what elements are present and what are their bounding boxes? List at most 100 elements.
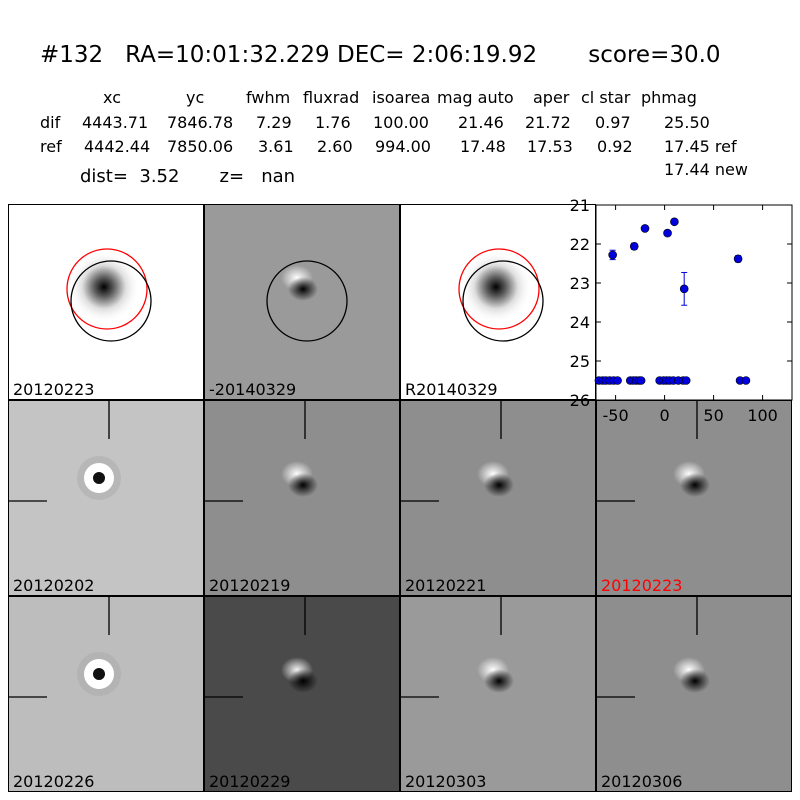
dipole-negative: [288, 277, 318, 301]
data-point: [608, 250, 617, 260]
col-header-mag-auto: mag auto: [437, 88, 514, 107]
detection-circle: [462, 260, 544, 342]
stamp-date-label: 20120229: [209, 772, 291, 791]
stamp-date-label: -20140329: [209, 380, 297, 399]
col-header-fwhm: fwhm: [246, 88, 291, 107]
row-label-dif: dif: [40, 113, 61, 132]
stamp-date-label: R20140329: [405, 380, 498, 399]
data-point: [733, 254, 743, 264]
dif-phmag: 25.50: [664, 113, 710, 132]
dif-xc: 4443.71: [82, 113, 149, 132]
stamp-panel: 20120202: [8, 400, 204, 596]
stamp-panel: 20120219: [204, 400, 400, 596]
ref-fluxrad: 2.60: [317, 137, 353, 156]
stamp-image: [401, 597, 514, 698]
ref-cl-star: 0.92: [597, 137, 633, 156]
stamp-panel: 20120303: [400, 596, 596, 792]
col-header-phmag: phmag: [641, 88, 697, 107]
stamp-date-label: 20120223: [13, 380, 95, 399]
stamp-date-label: 20120303: [405, 772, 487, 791]
y-tick-label: 25: [570, 352, 590, 371]
dif-cl-star: 0.97: [595, 113, 631, 132]
stamp-image: [597, 401, 710, 502]
data-point: [613, 376, 622, 385]
light-curve-chart: 21 22 23 24 25 26 -50 0 50 100: [570, 196, 793, 425]
dif-isoarea: 100.00: [373, 113, 429, 132]
stamp-image: [66, 248, 152, 342]
stamp-date-label: 20120202: [13, 576, 95, 595]
dif-yc: 7846.78: [167, 113, 234, 132]
row-label-ref: ref: [40, 137, 62, 156]
detection-circle: [70, 260, 152, 342]
ref-fwhm: 3.61: [258, 137, 294, 156]
dist-z-line: dist= 3.52 z= nan: [80, 166, 296, 187]
data-point: [679, 284, 689, 294]
x-tick-label: 100: [747, 406, 778, 425]
stamp-image: [205, 597, 318, 698]
x-tick-label: 50: [703, 406, 723, 425]
stamp-image: [597, 597, 710, 698]
stamp-panel: 20120223: [8, 204, 204, 400]
stamp-date-label: 20120221: [405, 576, 487, 595]
stamp-date-label: 20120226: [13, 772, 95, 791]
dipole-negative: [484, 473, 514, 497]
x-tick-label: -50: [603, 406, 629, 425]
ref-yc: 7850.06: [167, 137, 234, 156]
dif-mag-auto: 21.46: [458, 113, 504, 132]
page-title: #132 RA=10:01:32.229 DEC= 2:06:19.92 sco…: [40, 42, 721, 68]
ref-isoarea: 994.00: [375, 137, 431, 156]
data-point: [663, 228, 672, 238]
ref-xc: 4442.44: [84, 137, 151, 156]
y-tick-label: 24: [570, 313, 590, 332]
dif-fwhm: 7.29: [256, 113, 292, 132]
data-point: [629, 242, 639, 251]
ref-phmag: 17.45 ref: [664, 137, 737, 156]
data-point: [640, 224, 650, 233]
col-header-yc: yc: [186, 88, 205, 107]
dif-fluxrad: 1.76: [315, 113, 351, 132]
ref-aper: 17.53: [527, 137, 573, 156]
stamp-panel: 20120223: [596, 400, 792, 596]
col-header-xc: xc: [103, 88, 121, 107]
dif-aper: 21.72: [525, 113, 571, 132]
phmag-new-value: 17.44 new: [664, 160, 748, 179]
col-header-isoarea: isoarea: [372, 88, 431, 107]
dipole-negative: [680, 473, 710, 497]
stamp-date-label: 20120306: [601, 772, 683, 791]
stamp-image: [458, 248, 544, 342]
col-header-fluxrad: fluxrad: [303, 88, 360, 107]
x-tick-label: 0: [660, 406, 670, 425]
stamp-image: [9, 597, 121, 698]
stamp-date-label: 20120219: [209, 576, 291, 595]
col-header-cl-star: cl star: [581, 88, 631, 107]
stamp-image: [205, 401, 318, 502]
y-tick-label: 26: [570, 391, 590, 410]
data-point: [670, 217, 679, 227]
dipole-negative: [680, 669, 710, 693]
ref-aperture-circle: [66, 248, 148, 330]
dipole-negative: [484, 669, 514, 693]
plot-area: [595, 204, 793, 401]
stamp-panel: 20120226: [8, 596, 204, 792]
data-point: [636, 376, 646, 385]
star-core: [93, 472, 105, 484]
y-tick-label: 21: [570, 196, 590, 215]
detection-circle: [266, 260, 348, 342]
stamp-image: [401, 401, 514, 502]
stamp-image: [266, 260, 348, 342]
stamp-panel: 20120221: [400, 400, 596, 596]
ref-aperture-circle: [458, 248, 540, 330]
ref-mag-auto: 17.48: [460, 137, 506, 156]
y-tick-label: 22: [570, 235, 590, 254]
stamp-image: [9, 401, 121, 502]
stamp-date-label: 20120223: [601, 576, 683, 595]
data-point: [741, 376, 751, 385]
stamp-panel: -20140329: [204, 204, 400, 400]
col-header-aper: aper: [533, 88, 570, 107]
stamp-panel: 20120306: [596, 596, 792, 792]
stamp-panel: 20120229: [204, 596, 400, 792]
y-tick-label: 23: [570, 274, 590, 293]
star-core: [93, 668, 105, 680]
dipole-negative: [288, 669, 318, 693]
dipole-negative: [288, 473, 318, 497]
